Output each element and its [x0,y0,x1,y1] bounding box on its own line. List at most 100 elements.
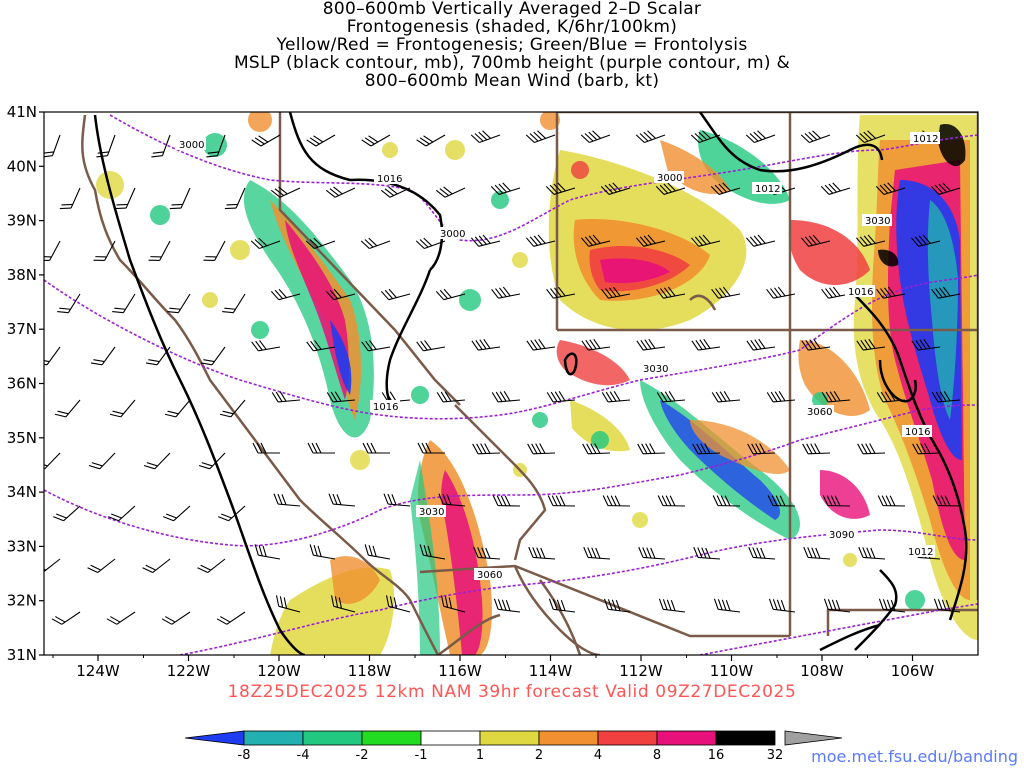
wind-barb [601,391,631,403]
lat-label: 32N [7,592,37,610]
wind-barb [855,130,886,144]
wind-barb [380,186,411,198]
wind-barb [88,452,116,470]
wind-barb [855,234,886,247]
wind-barb [635,130,666,144]
colorbar-label: 1 [476,748,484,763]
wind-barb [109,399,136,418]
wind-barb [690,234,721,247]
run-info: 18Z25DEC2025 12km NAM 39hr forecast Vali… [227,682,797,702]
mslp-label-6: 1016 [902,425,932,438]
wind-barb [112,293,136,314]
wind-barb [768,598,796,613]
wind-barb [545,182,576,195]
wind-barb [108,505,136,522]
lat-label: 40N [7,157,37,175]
lon-label: 108W [800,662,844,680]
wind-barb [145,346,171,366]
wind-barb [44,346,61,366]
svg-text:1012: 1012 [755,184,780,195]
wind-barb [415,237,446,250]
colorbar-swatch [597,730,658,746]
wind-barb [306,134,336,147]
height-label-1: 3000 [176,138,206,151]
wind-barb [747,443,776,455]
wind-barb [200,346,226,366]
colorbar-arrow-high [784,730,843,746]
wind-barb [548,598,576,613]
svg-text:3000: 3000 [179,140,204,151]
mslp-label-3: 1016 [370,400,400,413]
svg-text:3030: 3030 [419,507,444,518]
height-label-9: 3090 [826,528,856,541]
wind-barb [637,443,666,455]
wind-barb [766,391,796,403]
lon-label: 110W [710,662,754,680]
title-line-4: MSLP (black contour, mb), 700mb height (… [233,53,791,73]
wind-barb [167,293,191,314]
wind-barb [96,134,116,158]
lon-label: 124W [76,662,120,680]
map-plot-area: 1016 1012 1016 1016 1012 1016 [44,112,978,655]
wind-barb [527,443,556,455]
svg-text:1012: 1012 [908,547,933,558]
frontogenesis-shading [96,112,978,655]
wind-barb [360,237,391,250]
svg-text:1016: 1016 [905,427,930,438]
wind-barb [143,452,171,470]
wind-barb [580,130,611,144]
wind-barb [691,338,721,351]
wind-barbs [44,130,961,625]
wind-barb [655,182,686,195]
wind-barb [440,595,466,613]
wind-barb [361,340,391,352]
wind-barb [876,286,906,299]
wind-barb [51,611,81,625]
lat-label: 35N [7,429,37,447]
wind-barb [710,182,741,195]
wind-barb [656,391,686,403]
wind-barb [222,293,246,314]
mslp-contours [93,112,968,655]
wind-barb [148,240,171,261]
wind-barb [435,288,466,301]
wind-barb [270,288,301,301]
wind-barb [658,598,686,613]
credit-link[interactable]: moe.met.fsu.edu/banding [811,747,1018,766]
svg-text:1016: 1016 [848,287,873,298]
wind-barb [53,505,81,522]
wind-barb [858,546,886,560]
wind-barb [690,130,721,144]
wind-barb [142,558,171,574]
wind-barb [801,338,831,351]
wind-barb [491,286,521,299]
wind-barb [547,495,576,507]
wind-barb [876,391,906,403]
wind-barb [766,286,796,299]
lat-label: 31N [7,646,37,664]
colorbar: -8 -4 -2 -1 1 2 4 8 16 32 [184,730,843,763]
wind-barb [218,505,246,522]
wind-barb [309,544,336,560]
lon-label: 106W [891,662,935,680]
wind-barb [163,505,191,522]
chart-title: 800–600mb Vertically Averaged 2–D Scalar… [0,0,1024,90]
wind-barb [823,598,851,613]
svg-text:3030: 3030 [643,364,668,375]
wind-barb [635,234,666,247]
lon-label: 114W [529,662,573,680]
wind-barb [745,234,776,247]
wind-barb [600,182,631,195]
wind-barb [581,338,611,351]
wind-barb [252,442,280,454]
lat-label: 37N [7,320,37,338]
svg-text:1012: 1012 [913,134,938,145]
height-label-6: 3060 [474,568,504,581]
mslp-label-4: 1016 [845,285,875,298]
wind-barb [383,493,411,507]
wind-barb [106,611,136,625]
wind-barb [931,286,961,299]
wind-barb [419,544,446,560]
wind-barb [470,234,501,247]
